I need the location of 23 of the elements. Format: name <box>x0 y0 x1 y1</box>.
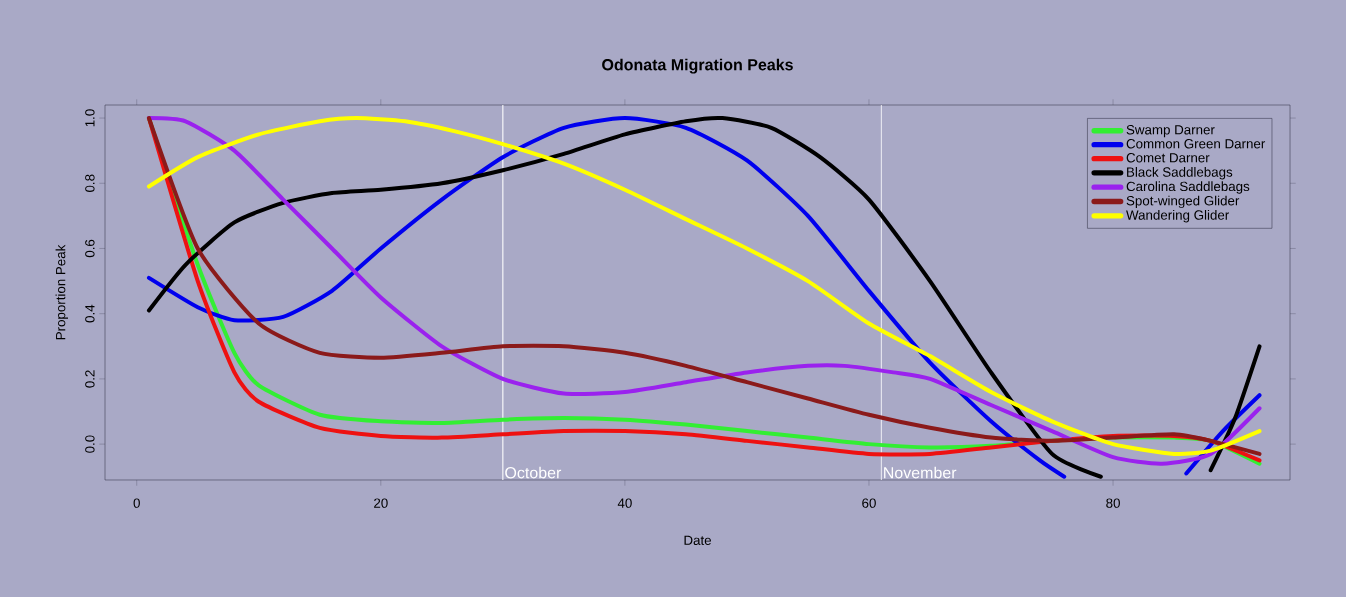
y-tick-label: 0.0 <box>85 435 95 453</box>
x-tick-label: 40 <box>617 498 632 508</box>
legend-label: Wandering Glider <box>1126 209 1230 223</box>
legend-label: Carolina Saddlebags <box>1126 181 1250 194</box>
legend-label: Common Green Darner <box>1126 139 1266 149</box>
legend-label: Comet Darner <box>1126 153 1210 163</box>
y-tick-label: 0.4 <box>85 304 95 323</box>
y-tick-label: 0.8 <box>85 174 95 192</box>
y-tick-label: 0.6 <box>85 239 95 258</box>
legend-label: Black Saddlebags <box>1127 166 1233 180</box>
x-axis-title: Date <box>684 535 711 545</box>
x-tick-label: 60 <box>862 498 876 508</box>
y-axis-title: Proportion Peak <box>55 244 68 340</box>
legend-label: Swamp Darner <box>1126 125 1215 138</box>
ref-line-label: October <box>505 466 562 479</box>
legend-label: Spot-winged Glider <box>1126 195 1240 209</box>
x-tick-label: 0 <box>133 498 140 508</box>
ref-line-label: November <box>884 466 957 479</box>
y-tick-label: 0.2 <box>85 370 95 388</box>
y-tick-label: 1.0 <box>85 109 95 127</box>
chart-title: Odonata Migration Peaks <box>602 58 793 74</box>
x-tick-label: 20 <box>374 498 388 508</box>
x-tick-label: 80 <box>1106 498 1120 508</box>
